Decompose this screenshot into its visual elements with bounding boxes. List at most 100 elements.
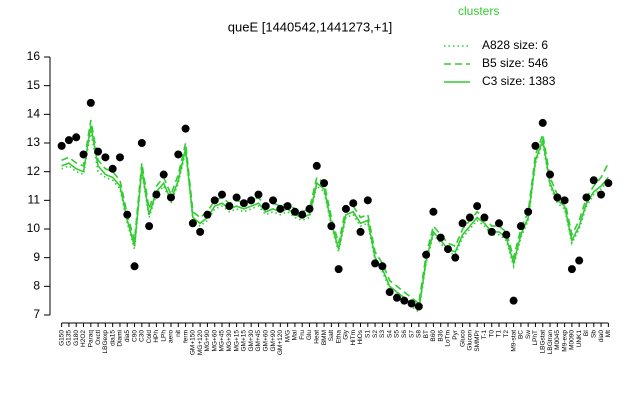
- data-point: [137, 138, 146, 147]
- data-point: [560, 196, 569, 205]
- data-point: [458, 219, 467, 228]
- x-tick-label: S5: [394, 330, 401, 338]
- x-tick-label: T1: [496, 330, 503, 338]
- x-tick-label: Glucon: [467, 330, 474, 351]
- data-point: [451, 253, 460, 262]
- data-point: [276, 204, 285, 213]
- data-point: [327, 222, 336, 231]
- data-point: [341, 204, 350, 213]
- x-tick-label: S3: [379, 330, 386, 338]
- x-tick-label: MG+90: [204, 330, 211, 352]
- data-point: [363, 196, 372, 205]
- x-tick-label: Diami: [117, 330, 124, 347]
- data-point: [152, 190, 161, 199]
- data-point: [79, 150, 88, 159]
- y-tick-label: 13: [27, 135, 41, 149]
- data-point: [283, 202, 292, 211]
- x-tick-label: C30: [139, 330, 146, 342]
- x-tick-label: S6: [401, 330, 408, 338]
- data-point: [145, 222, 154, 231]
- x-tick-label: nit: [175, 330, 182, 337]
- x-tick-label: SMMPr: [474, 329, 481, 352]
- data-point: [196, 227, 205, 236]
- x-tick-label: LBGstat: [539, 330, 546, 354]
- x-tick-label: Mal: [292, 329, 299, 340]
- x-tick-label: Sb: [590, 330, 597, 338]
- data-point: [436, 233, 445, 242]
- y-tick-label: 7: [33, 307, 40, 321]
- x-tick-label: Sw: [525, 330, 532, 339]
- series-line: [61, 125, 610, 311]
- x-tick-label: LoTm: [445, 330, 452, 347]
- x-tick-label: S7: [408, 330, 415, 338]
- x-tick-label: BC: [518, 330, 525, 339]
- x-tick-label: B36: [437, 330, 444, 342]
- data-point: [298, 210, 307, 219]
- x-tick-label: S2: [372, 330, 379, 338]
- x-tick-label: T-1: [481, 330, 488, 340]
- x-tick-label: Pyr: [452, 329, 459, 340]
- data-point: [443, 245, 452, 254]
- x-tick-label: GM+15: [241, 330, 248, 352]
- y-tick-label: 15: [27, 78, 41, 92]
- data-point: [108, 164, 117, 173]
- x-tick-label: T0: [488, 330, 495, 338]
- data-point: [531, 141, 540, 150]
- x-tick-label: G150: [58, 330, 65, 346]
- data-point: [589, 176, 598, 185]
- data-point: [210, 196, 219, 205]
- data-point: [349, 199, 358, 208]
- y-tick-label: 11: [28, 193, 41, 207]
- legend-title: clusters: [458, 4, 499, 18]
- data-point: [465, 213, 474, 222]
- x-tick-label: Paraq: [88, 330, 95, 348]
- data-point: [473, 202, 482, 211]
- x-tick-label: GM+150: [190, 330, 197, 355]
- data-point: [261, 202, 270, 211]
- data-point: [320, 179, 329, 188]
- x-tick-label: Etha: [335, 330, 342, 344]
- data-point: [575, 256, 584, 265]
- data-point: [290, 207, 299, 216]
- x-tick-label: Gluco: [459, 330, 466, 347]
- data-point: [181, 124, 190, 133]
- x-tick-label: T2: [503, 330, 510, 338]
- x-tick-label: Cold: [146, 330, 153, 344]
- x-tick-label: BT: [423, 330, 430, 338]
- data-point: [495, 219, 504, 228]
- data-point: [159, 170, 168, 179]
- data-point: [203, 210, 212, 219]
- x-tick-label: GM+60: [262, 330, 269, 352]
- x-tick-label: HiTm: [350, 330, 357, 346]
- data-point: [312, 161, 321, 170]
- x-tick-label: MG+15: [233, 330, 240, 352]
- data-point: [378, 262, 387, 271]
- data-point: [524, 207, 533, 216]
- x-tick-label: MG+30: [226, 330, 233, 352]
- y-tick-label: 9: [33, 250, 40, 264]
- x-tick-label: M9-stat: [510, 330, 517, 352]
- x-tick-label: dia0: [598, 330, 605, 343]
- data-point: [546, 170, 555, 179]
- x-tick-label: HiOs: [357, 329, 364, 344]
- x-tick-label: Glu: [306, 330, 313, 341]
- x-tick-label: GM+120: [277, 330, 284, 355]
- x-tick-label: H2O2: [80, 330, 87, 347]
- x-tick-label: dia5: [124, 330, 131, 343]
- x-tick-label: S4: [386, 330, 393, 338]
- y-tick-label: 16: [27, 49, 41, 63]
- data-point: [502, 230, 511, 239]
- data-point: [239, 199, 248, 208]
- data-point: [538, 118, 547, 127]
- x-tick-label: M0090: [569, 330, 576, 350]
- x-tick-label: Mt: [605, 330, 612, 337]
- data-point: [334, 265, 343, 274]
- x-tick-label: Gly: [343, 329, 350, 340]
- data-point: [567, 265, 576, 274]
- data-point: [356, 227, 365, 236]
- x-tick-label: MG+120: [197, 330, 204, 355]
- data-point: [400, 296, 409, 305]
- data-point: [86, 98, 95, 107]
- x-tick-label: M0045: [554, 330, 561, 350]
